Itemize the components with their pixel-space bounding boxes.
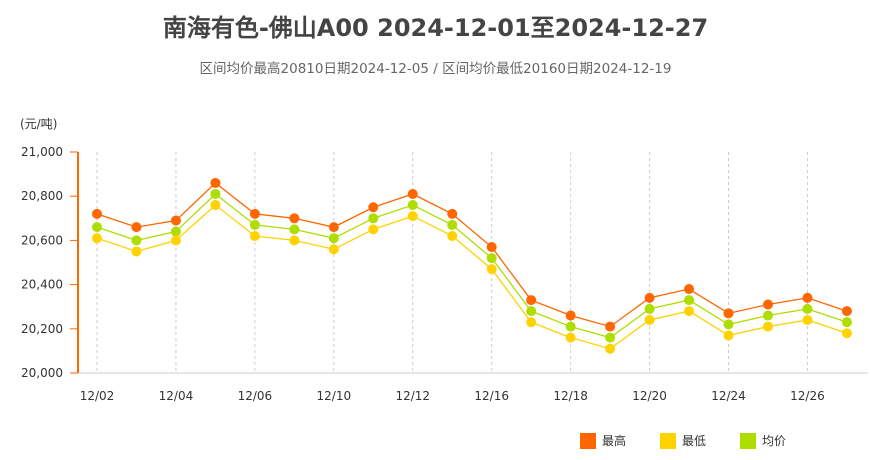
x-tick-label: 12/10 — [317, 389, 352, 403]
data-point-均价-12/02 — [92, 222, 102, 233]
y-axis-unit-label: (元/吨) — [20, 117, 58, 131]
data-point-最高-12/18 — [565, 310, 576, 321]
legend-item-high[interactable]: 最高 — [580, 432, 626, 449]
y-tick-label: 20,800 — [21, 189, 63, 203]
data-point-最低-12/24 — [723, 330, 734, 341]
legend-swatch-avg — [740, 432, 756, 449]
data-point-最低-12/05 — [210, 200, 221, 211]
data-point-最低-12/16 — [486, 264, 497, 275]
data-point-最高-12/25 — [762, 299, 773, 310]
x-tick-label: 12/02 — [80, 389, 115, 403]
y-tick-label: 20,200 — [21, 322, 63, 336]
data-point-最低-12/27 — [841, 328, 852, 339]
x-tick-label: 12/24 — [711, 389, 746, 403]
data-point-均价-12/06 — [249, 219, 260, 230]
data-point-最高-12/16 — [486, 242, 497, 253]
y-tick-label: 21,000 — [21, 145, 63, 159]
data-point-最低-12/11 — [368, 224, 379, 235]
y-tick-label: 20,400 — [21, 278, 63, 292]
data-point-最低-12/26 — [802, 314, 813, 325]
data-point-最低-12/02 — [92, 233, 102, 244]
x-tick-label: 12/12 — [395, 389, 430, 403]
data-point-最低-12/18 — [565, 332, 576, 343]
data-point-最低-12/13 — [447, 230, 458, 241]
data-point-最高-12/12 — [407, 188, 418, 199]
legend-label-low: 最低 — [682, 434, 707, 448]
data-point-最高-12/09 — [289, 213, 300, 224]
data-point-最低-12/12 — [407, 211, 418, 222]
data-point-最高-12/11 — [368, 202, 379, 213]
legend-item-avg[interactable]: 均价 — [740, 432, 786, 449]
data-point-均价-12/25 — [762, 310, 773, 321]
data-point-均价-12/13 — [447, 219, 458, 230]
data-point-最低-12/03 — [131, 246, 142, 257]
series-line-1 — [96, 204, 848, 350]
data-point-最高-12/19 — [605, 321, 616, 332]
data-point-均价-12/16 — [486, 253, 497, 264]
data-point-最高-12/02 — [92, 208, 102, 219]
legend-label-avg: 均价 — [762, 434, 787, 448]
data-point-均价-12/23 — [684, 295, 695, 306]
data-point-均价-12/09 — [289, 224, 300, 235]
data-point-最高-12/04 — [170, 215, 181, 226]
series-line-0 — [96, 182, 848, 328]
data-point-均价-12/26 — [802, 303, 813, 314]
data-point-最高-12/05 — [210, 177, 221, 188]
data-point-均价-12/12 — [407, 200, 418, 211]
x-tick-label: 12/18 — [553, 389, 588, 403]
data-point-最低-12/17 — [526, 317, 537, 328]
data-point-最高-12/26 — [802, 292, 813, 303]
data-point-最高-12/27 — [841, 306, 852, 317]
data-point-均价-12/17 — [526, 306, 537, 317]
x-tick-label: 12/16 — [474, 389, 509, 403]
data-point-均价-12/03 — [131, 235, 142, 246]
data-point-均价-12/18 — [565, 321, 576, 332]
legend-label-high: 最高 — [602, 434, 627, 448]
legend-item-low[interactable]: 最低 — [660, 432, 706, 449]
data-point-均价-12/05 — [210, 188, 221, 199]
data-point-均价-12/27 — [841, 317, 852, 328]
y-tick-label: 20,000 — [21, 366, 63, 380]
y-tick-label: 20,600 — [21, 233, 63, 247]
data-point-均价-12/20 — [644, 303, 655, 314]
data-point-最低-12/20 — [644, 314, 655, 325]
data-point-均价-12/11 — [368, 213, 379, 224]
data-point-最低-12/09 — [289, 235, 300, 246]
data-point-最低-12/10 — [328, 244, 339, 255]
x-tick-label: 12/20 — [632, 389, 667, 403]
data-point-最高-12/20 — [644, 292, 655, 303]
legend-swatch-high — [580, 432, 596, 449]
data-point-最低-12/04 — [170, 235, 181, 246]
data-point-最高-12/17 — [526, 295, 537, 306]
data-point-最高-12/03 — [131, 222, 142, 233]
data-point-均价-12/04 — [170, 226, 181, 237]
data-point-最高-12/23 — [684, 284, 695, 295]
data-point-最高-12/24 — [723, 308, 734, 319]
chart-subtitle: 区间均价最高20810日期2024-12-05 / 区间均价最低20160日期2… — [199, 61, 672, 77]
data-point-最低-12/19 — [605, 343, 616, 354]
data-point-最高-12/06 — [249, 208, 260, 219]
data-point-最低-12/23 — [684, 306, 695, 317]
legend-swatch-low — [660, 432, 676, 449]
data-point-均价-12/10 — [328, 233, 339, 244]
data-point-最高-12/13 — [447, 208, 458, 219]
data-point-最低-12/25 — [762, 321, 773, 332]
data-point-最低-12/06 — [249, 230, 260, 241]
chart-title: 南海有色-佛山A00 2024-12-01至2024-12-27 — [162, 14, 709, 42]
data-point-最高-12/10 — [328, 222, 339, 233]
x-tick-label: 12/26 — [790, 389, 825, 403]
data-point-均价-12/19 — [605, 332, 616, 343]
series-line-2 — [96, 193, 848, 339]
data-point-均价-12/24 — [723, 319, 734, 330]
x-tick-label: 12/06 — [238, 389, 273, 403]
x-tick-label: 12/04 — [159, 389, 194, 403]
